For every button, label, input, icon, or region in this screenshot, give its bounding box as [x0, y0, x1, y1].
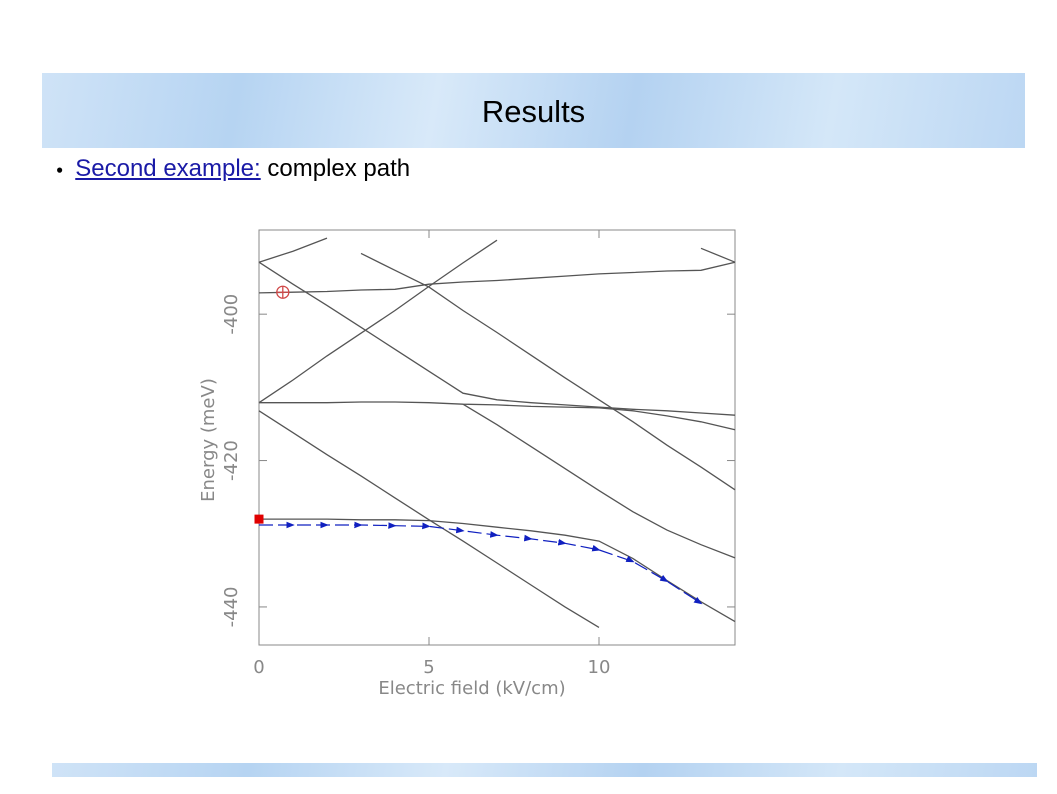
y-tick-label: -400 [221, 294, 242, 335]
header-band [42, 73, 1025, 148]
bullet: ● Second example: complex path [56, 155, 410, 183]
series-line [462, 403, 736, 559]
x-tick-label: 10 [588, 657, 611, 678]
x-tick-label: 0 [253, 657, 264, 678]
footer-band [52, 763, 1037, 777]
y-axis-label: Energy (meV) [198, 378, 219, 502]
slide-title: Results [481, 94, 586, 129]
x-axis-label: Electric field (kV/cm) [378, 678, 565, 699]
marker [254, 514, 264, 524]
link[interactable]: Second example: [75, 155, 261, 182]
x-tick-label: 5 [423, 657, 434, 678]
y-tick-label: -420 [221, 440, 242, 481]
series-line [259, 521, 703, 605]
series-line [259, 518, 736, 623]
series-line [259, 401, 736, 431]
series-line [258, 237, 328, 263]
plot-frame [258, 229, 736, 646]
series-line [360, 252, 736, 491]
series-line [258, 261, 736, 294]
series-line [258, 410, 600, 628]
series-line [700, 247, 736, 263]
series-line [258, 261, 736, 416]
y-tick-label: -440 [221, 587, 242, 628]
bullet-text: complex path [267, 155, 411, 182]
marker [276, 285, 290, 299]
bullet-dot: ● [56, 162, 64, 177]
series-line [258, 239, 498, 404]
